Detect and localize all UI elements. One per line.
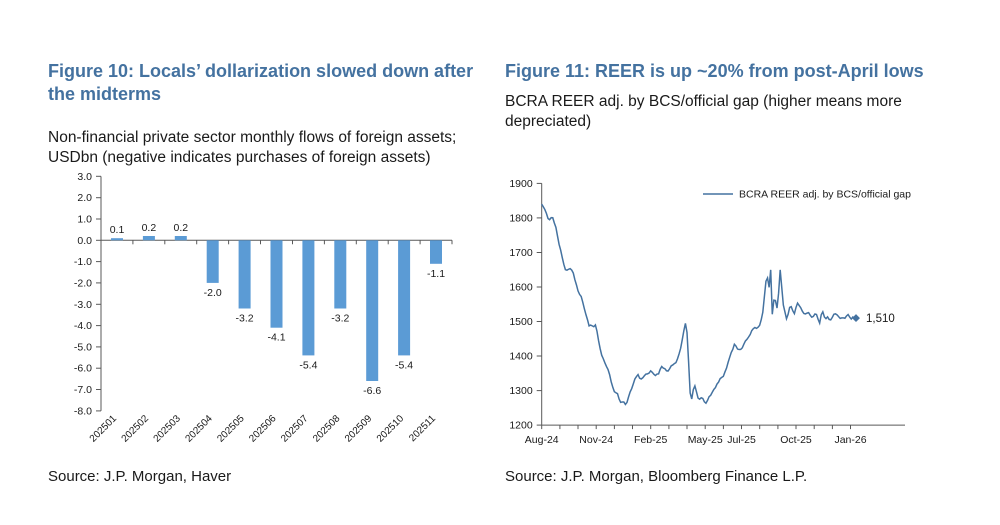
svg-text:1300: 1300 (509, 385, 533, 397)
svg-text:1800: 1800 (509, 212, 533, 224)
svg-text:Jan-26: Jan-26 (834, 434, 866, 446)
svg-text:Oct-25: Oct-25 (780, 434, 812, 446)
svg-text:BCRA REER adj. by BCS/official: BCRA REER adj. by BCS/official gap (739, 189, 911, 201)
svg-text:Feb-25: Feb-25 (634, 434, 667, 446)
svg-text:Aug-24: Aug-24 (525, 434, 559, 446)
svg-text:Nov-24: Nov-24 (579, 434, 613, 446)
svg-text:1200: 1200 (509, 420, 533, 432)
svg-text:1,510: 1,510 (866, 313, 895, 325)
svg-text:May-25: May-25 (688, 434, 723, 446)
svg-text:1700: 1700 (509, 247, 533, 259)
svg-text:1900: 1900 (509, 178, 533, 190)
svg-text:1600: 1600 (509, 282, 533, 294)
svg-text:1500: 1500 (509, 316, 533, 328)
svg-text:Jul-25: Jul-25 (727, 434, 756, 446)
svg-text:1400: 1400 (509, 351, 533, 363)
